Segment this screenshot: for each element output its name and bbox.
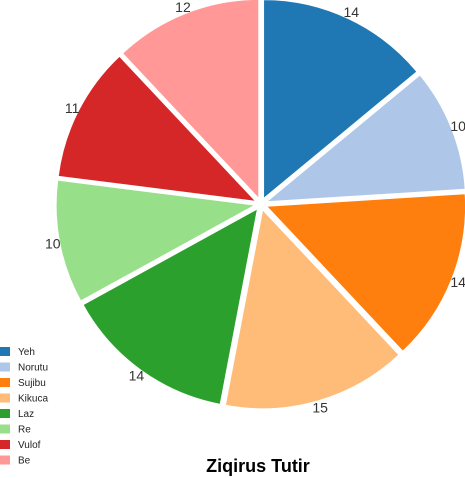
legend-label-norutu: Norutu [18,363,48,374]
legend-swatch-sujibu [0,378,10,387]
legend-label-be: Be [18,456,31,467]
slice-value-label-re: 10 [45,236,61,252]
legend-swatch-be [0,455,10,465]
legend-swatch-kikuca [0,393,10,403]
pie-slice-be [121,0,260,200]
slice-value-label-vulof: 11 [65,100,80,116]
slice-value-label-kikuca: 15 [312,400,328,416]
pie-slices [55,0,465,410]
pie-slice-sujibu [265,193,465,352]
legend-label-yeh: Yeh [18,347,35,358]
pie-slice-vulof [57,55,257,202]
slice-value-label-laz: 14 [129,368,145,384]
slice-value-label-yeh: 14 [343,4,359,20]
pie-slice-laz [82,207,259,405]
pie-slice-kikuca [224,208,400,410]
legend-swatch-laz [0,409,10,418]
slice-value-label-sujibu: 14 [450,274,465,290]
pie-slice-labels: 14 10 14 15 14 10 11 12 [45,0,465,416]
legend-swatch-yeh [0,347,10,356]
pie-slice-yeh [263,0,418,200]
legend-label-re: Re [18,425,31,436]
legend-label-vulof: Vulof [18,440,41,451]
legend-label-sujibu: Sujibu [18,378,46,389]
chart-title: Ziqirus Tutir [206,456,310,476]
legend-swatch-vulof [0,440,10,449]
legend-swatch-re [0,424,10,434]
pie-slice-re [55,179,257,302]
legend-label-laz: Laz [18,409,34,420]
slice-value-label-norutu: 10 [450,118,465,134]
legend: Yeh Norutu Sujibu Kikuca Laz Re Vulof Be [0,347,48,467]
slice-value-label-be: 12 [175,0,191,15]
legend-swatch-norutu [0,362,10,372]
legend-label-kikuca: Kikuca [18,394,48,405]
